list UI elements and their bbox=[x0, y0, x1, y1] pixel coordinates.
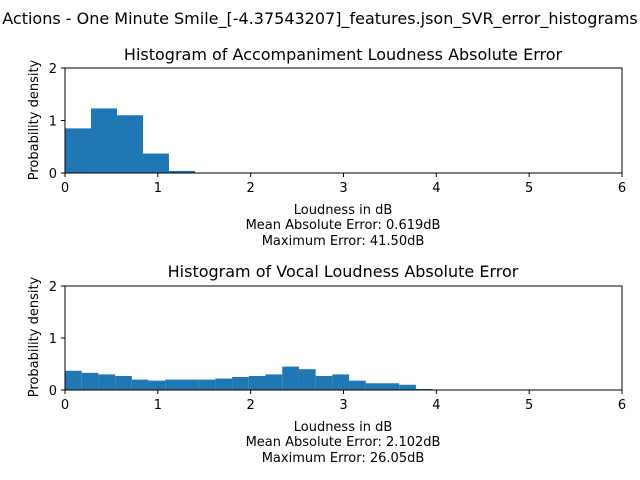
y-tick-label: 2 bbox=[49, 62, 57, 77]
x-ticks: 0 1 2 3 4 5 6 bbox=[61, 390, 626, 413]
histogram-bar bbox=[165, 379, 182, 390]
y-ticks: 0 1 2 bbox=[49, 62, 65, 182]
histogram-bar bbox=[298, 369, 316, 390]
histogram-bar bbox=[98, 374, 116, 390]
histogram-bar bbox=[415, 388, 433, 390]
x-tick-label: 5 bbox=[525, 181, 533, 196]
histogram-bar bbox=[181, 379, 199, 390]
figure-suptitle: Actions - One Minute Smile_[-4.37543207]… bbox=[2, 9, 638, 29]
y-axis-label: Probability density bbox=[27, 276, 42, 397]
histogram-bar bbox=[131, 379, 149, 390]
histogram-bar bbox=[115, 375, 132, 390]
mean-absolute-error-note: Mean Absolute Error: 2.102dB bbox=[246, 435, 441, 450]
histogram-bar bbox=[332, 374, 350, 390]
x-tick-label: 3 bbox=[339, 398, 347, 413]
histogram-bar bbox=[399, 384, 416, 390]
histogram-bar bbox=[315, 375, 333, 390]
x-tick-label: 5 bbox=[525, 398, 533, 413]
y-ticks: 0 1 2 bbox=[49, 280, 65, 399]
histogram-bar bbox=[168, 170, 195, 173]
x-tick-label: 1 bbox=[154, 398, 162, 413]
x-tick-label: 1 bbox=[154, 181, 162, 196]
histogram-bar bbox=[198, 379, 216, 390]
histogram-bar bbox=[65, 370, 82, 390]
histogram-bar bbox=[116, 115, 143, 173]
x-tick-label: 2 bbox=[247, 181, 255, 196]
maximum-error-note: Maximum Error: 41.50dB bbox=[262, 234, 425, 249]
histogram-bar bbox=[248, 375, 266, 390]
y-tick-label: 2 bbox=[49, 280, 57, 295]
x-tick-label: 4 bbox=[432, 398, 440, 413]
histogram-bar bbox=[282, 366, 299, 390]
histogram-bar bbox=[65, 128, 91, 174]
histogram-bar bbox=[148, 380, 166, 390]
y-tick-label: 0 bbox=[49, 167, 57, 182]
x-tick-label: 0 bbox=[61, 398, 69, 413]
y-tick-label: 0 bbox=[49, 384, 57, 399]
histogram-bar bbox=[265, 374, 283, 390]
mean-absolute-error-note: Mean Absolute Error: 0.619dB bbox=[246, 218, 441, 233]
x-tick-label: 3 bbox=[339, 181, 347, 196]
x-axis-label: Loudness in dB bbox=[294, 420, 393, 435]
x-tick-label: 0 bbox=[61, 181, 69, 196]
histogram-bar bbox=[142, 153, 169, 173]
histogram-bars bbox=[65, 366, 433, 390]
histogram-bar bbox=[349, 380, 366, 390]
y-axis-label: Probability density bbox=[27, 59, 42, 180]
histogram-bar bbox=[90, 108, 117, 173]
x-axis-label: Loudness in dB bbox=[294, 203, 393, 218]
histogram-bar bbox=[382, 383, 400, 390]
x-tick-label: 2 bbox=[247, 398, 255, 413]
histogram-bar bbox=[215, 378, 233, 390]
x-tick-label: 6 bbox=[618, 181, 626, 196]
accompaniment-histogram-panel: Histogram of Accompaniment Loudness Abso… bbox=[27, 45, 626, 249]
x-tick-label: 4 bbox=[432, 181, 440, 196]
histogram-bar bbox=[81, 372, 99, 390]
x-ticks: 0 1 2 3 4 5 6 bbox=[61, 173, 626, 196]
maximum-error-note: Maximum Error: 26.05dB bbox=[262, 451, 425, 466]
histogram-bars bbox=[65, 108, 195, 174]
histogram-bar bbox=[232, 377, 249, 390]
chart-title: Histogram of Vocal Loudness Absolute Err… bbox=[168, 262, 519, 281]
chart-title: Histogram of Accompaniment Loudness Abso… bbox=[124, 45, 563, 64]
vocal-histogram-panel: Histogram of Vocal Loudness Absolute Err… bbox=[27, 262, 626, 466]
x-tick-label: 6 bbox=[618, 398, 626, 413]
histogram-bar bbox=[365, 383, 383, 390]
y-tick-label: 1 bbox=[49, 115, 57, 130]
y-tick-label: 1 bbox=[49, 332, 57, 347]
